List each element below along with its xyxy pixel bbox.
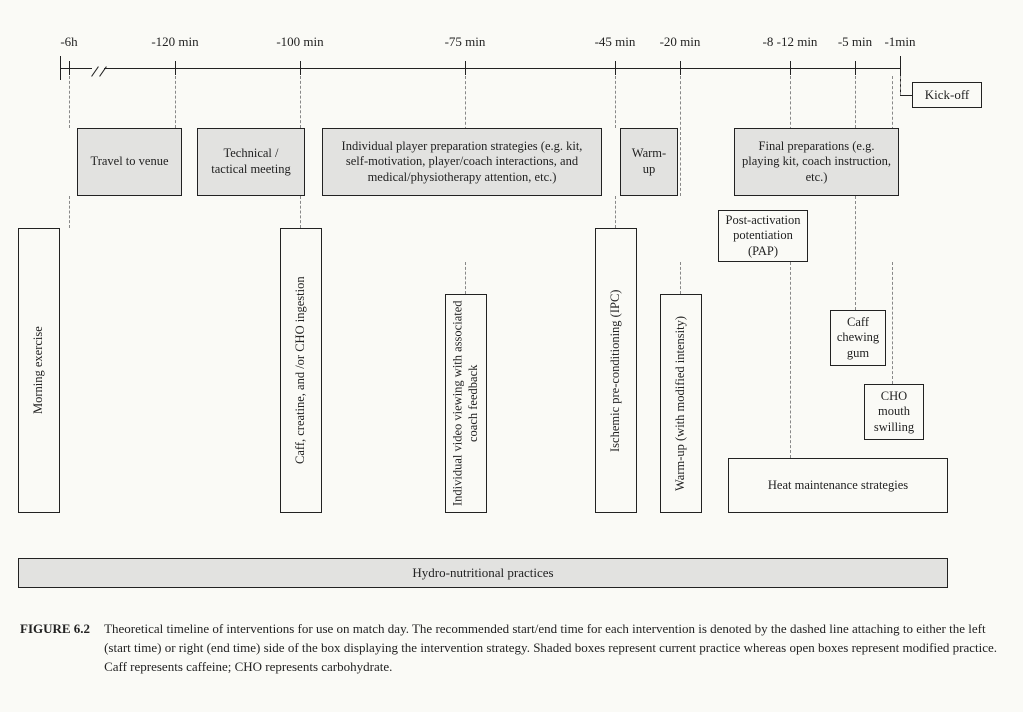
tick-mark (855, 61, 856, 75)
tick-label: -6h (60, 34, 77, 50)
intervention-warmmod: Warm-up (with modified intensity) (660, 294, 702, 513)
tick-mark (790, 61, 791, 75)
tick-label: -45 min (595, 34, 636, 50)
tick-mark (615, 61, 616, 75)
tick-mark (465, 61, 466, 75)
intervention-video: Individual video viewing with associated… (445, 294, 487, 513)
guide-dash (680, 262, 681, 294)
phase-indiv: Individual player preparation strategies… (322, 128, 602, 196)
guide-dash (69, 76, 70, 128)
intervention-gum: Caff chewing gum (830, 310, 886, 366)
hydro-bar: Hydro-nutritional practices (18, 558, 948, 588)
guide-dash (900, 76, 901, 95)
figure-label: FIGURE 6.2 (20, 620, 90, 677)
guide-dash (680, 76, 681, 196)
guide-dash (300, 196, 301, 228)
phase-travel: Travel to venue (77, 128, 182, 196)
figure-caption-text: Theoretical timeline of interventions fo… (104, 620, 1000, 677)
axis-end-tick (60, 56, 61, 80)
tick-label: -100 min (276, 34, 323, 50)
guide-dash (855, 196, 856, 310)
tick-label: -75 min (445, 34, 486, 50)
intervention-heat: Heat maintenance strategies (728, 458, 948, 513)
tick-mark (175, 61, 176, 75)
guide-dash (615, 76, 616, 128)
guide-dash (300, 76, 301, 128)
intervention-cho: CHO mouth swilling (864, 384, 924, 440)
tick-mark (69, 61, 70, 75)
axis-line (60, 68, 900, 69)
intervention-morning: Morning exercise (18, 228, 60, 513)
guide-dash (465, 262, 466, 294)
figure-caption: FIGURE 6.2Theoretical timeline of interv… (20, 620, 1000, 677)
phase-tactical: Technical / tactical meeting (197, 128, 305, 196)
kickoff-box: Kick-off (912, 82, 982, 108)
guide-dash (892, 262, 893, 384)
phase-final: Final preparations (e.g. playing kit, co… (734, 128, 899, 196)
tick-label: -20 min (660, 34, 701, 50)
phase-warmup: Warm-up (620, 128, 678, 196)
guide-dash (615, 196, 616, 228)
guide-dash (855, 76, 856, 128)
timeline-diagram: -6h -120 min -100 min -75 min -45 min -20 min… (0, 0, 1023, 712)
tick-mark (300, 61, 301, 75)
tick-label: -1min (884, 34, 915, 50)
tick-label: -5 min (838, 34, 872, 50)
tick-label: -8 -12 min (763, 34, 818, 50)
tick-mark (680, 61, 681, 75)
kickoff-connector (900, 95, 912, 96)
guide-dash (69, 196, 70, 228)
intervention-ipc: Ischemic pre-conditioning (IPC) (595, 228, 637, 513)
tick-label: -120 min (151, 34, 198, 50)
guide-dash (175, 76, 176, 128)
intervention-pap: Post-activation potentiation (PAP) (718, 210, 808, 262)
intervention-caff: Caff, creatine, and /or CHO ingestion (280, 228, 322, 513)
guide-dash (790, 262, 791, 458)
